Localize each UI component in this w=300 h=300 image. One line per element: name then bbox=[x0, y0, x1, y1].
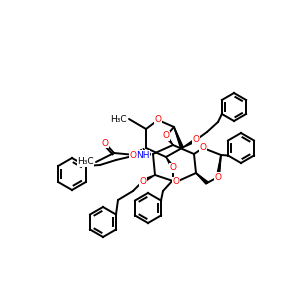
Polygon shape bbox=[182, 139, 197, 148]
Text: O: O bbox=[193, 136, 200, 145]
Text: O: O bbox=[163, 131, 170, 140]
Text: O: O bbox=[214, 172, 221, 182]
Polygon shape bbox=[196, 173, 208, 184]
Text: O: O bbox=[172, 178, 179, 187]
Text: NH: NH bbox=[136, 151, 149, 160]
Polygon shape bbox=[166, 157, 174, 169]
Polygon shape bbox=[142, 175, 155, 182]
Text: O: O bbox=[130, 152, 136, 160]
Text: O: O bbox=[154, 116, 161, 124]
Text: H₃C: H₃C bbox=[110, 115, 127, 124]
Text: H₃C: H₃C bbox=[77, 158, 94, 166]
Text: O: O bbox=[101, 139, 109, 148]
Polygon shape bbox=[217, 155, 221, 177]
Text: O: O bbox=[169, 164, 176, 172]
Polygon shape bbox=[174, 127, 183, 148]
Text: O: O bbox=[200, 143, 206, 152]
Text: O: O bbox=[140, 176, 146, 185]
Polygon shape bbox=[165, 135, 173, 145]
